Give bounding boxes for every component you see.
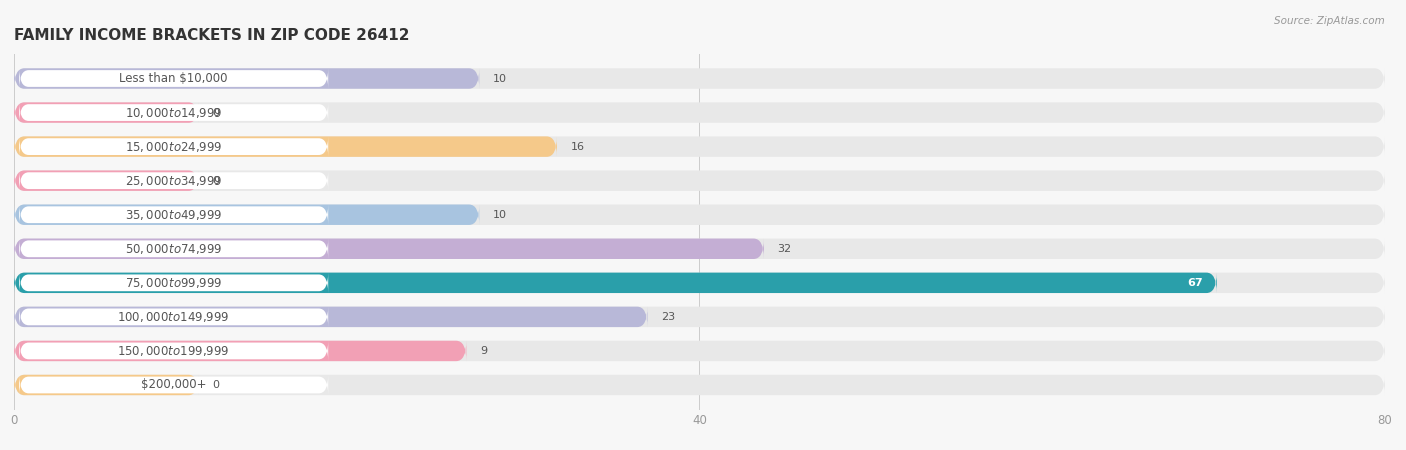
- Text: Less than $10,000: Less than $10,000: [120, 72, 228, 85]
- FancyBboxPatch shape: [20, 341, 328, 361]
- Text: FAMILY INCOME BRACKETS IN ZIP CODE 26412: FAMILY INCOME BRACKETS IN ZIP CODE 26412: [14, 28, 409, 43]
- FancyBboxPatch shape: [14, 341, 467, 361]
- FancyBboxPatch shape: [14, 68, 479, 89]
- Text: 0: 0: [212, 176, 219, 186]
- Text: 67: 67: [1188, 278, 1204, 288]
- Text: 10: 10: [494, 210, 508, 220]
- FancyBboxPatch shape: [14, 171, 198, 191]
- FancyBboxPatch shape: [14, 273, 1216, 293]
- FancyBboxPatch shape: [20, 170, 328, 191]
- FancyBboxPatch shape: [14, 306, 648, 327]
- FancyBboxPatch shape: [14, 136, 1385, 157]
- Text: $200,000+: $200,000+: [141, 378, 207, 392]
- FancyBboxPatch shape: [14, 204, 1385, 225]
- FancyBboxPatch shape: [14, 238, 763, 259]
- FancyBboxPatch shape: [20, 306, 328, 327]
- FancyBboxPatch shape: [14, 341, 1385, 361]
- FancyBboxPatch shape: [14, 204, 479, 225]
- Text: $100,000 to $149,999: $100,000 to $149,999: [118, 310, 231, 324]
- Text: 32: 32: [778, 244, 792, 254]
- FancyBboxPatch shape: [14, 102, 1385, 123]
- Text: 0: 0: [212, 108, 219, 117]
- Text: 23: 23: [661, 312, 675, 322]
- FancyBboxPatch shape: [20, 273, 328, 293]
- Text: $10,000 to $14,999: $10,000 to $14,999: [125, 106, 222, 120]
- FancyBboxPatch shape: [14, 171, 1385, 191]
- FancyBboxPatch shape: [20, 204, 328, 225]
- Text: $50,000 to $74,999: $50,000 to $74,999: [125, 242, 222, 256]
- Text: $35,000 to $49,999: $35,000 to $49,999: [125, 208, 222, 222]
- FancyBboxPatch shape: [14, 273, 1385, 293]
- FancyBboxPatch shape: [20, 136, 328, 157]
- Text: $15,000 to $24,999: $15,000 to $24,999: [125, 140, 222, 153]
- FancyBboxPatch shape: [14, 102, 198, 123]
- FancyBboxPatch shape: [20, 238, 328, 259]
- FancyBboxPatch shape: [20, 102, 328, 123]
- FancyBboxPatch shape: [14, 68, 1385, 89]
- FancyBboxPatch shape: [20, 68, 328, 89]
- FancyBboxPatch shape: [14, 306, 1385, 327]
- Text: $150,000 to $199,999: $150,000 to $199,999: [118, 344, 231, 358]
- Text: $25,000 to $34,999: $25,000 to $34,999: [125, 174, 222, 188]
- Text: 0: 0: [212, 380, 219, 390]
- Text: 10: 10: [494, 73, 508, 84]
- FancyBboxPatch shape: [14, 375, 1385, 395]
- FancyBboxPatch shape: [20, 375, 328, 396]
- Text: Source: ZipAtlas.com: Source: ZipAtlas.com: [1274, 16, 1385, 26]
- FancyBboxPatch shape: [14, 238, 1385, 259]
- Text: 9: 9: [479, 346, 488, 356]
- Text: $75,000 to $99,999: $75,000 to $99,999: [125, 276, 222, 290]
- Text: 16: 16: [571, 142, 585, 152]
- FancyBboxPatch shape: [14, 136, 557, 157]
- FancyBboxPatch shape: [14, 375, 198, 395]
